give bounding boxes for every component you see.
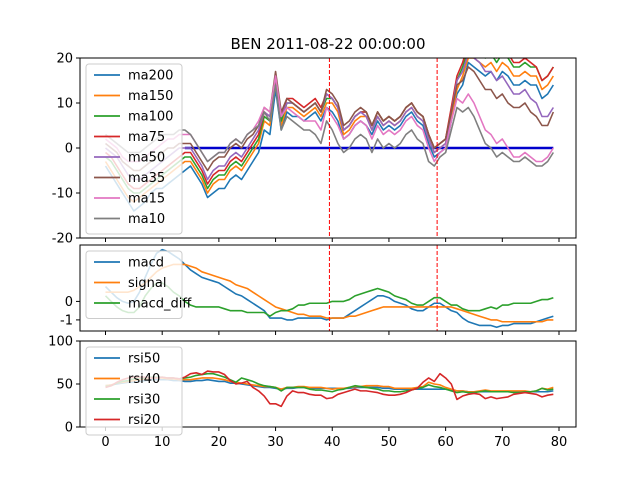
x-tick-label: 60 xyxy=(437,435,454,450)
x-tick-label: 80 xyxy=(551,435,568,450)
x-tick-label: 0 xyxy=(101,435,109,450)
y-tick-label: 0 xyxy=(65,295,73,310)
legend-label: rsi20 xyxy=(128,413,160,428)
legend-label: macd_diff xyxy=(128,297,192,312)
legend-label: ma15 xyxy=(128,192,165,207)
legend-moving-averages: ma200 ma150 ma100 ma75 ma50 ma35 ma15 ma10 xyxy=(85,63,183,235)
legend-label: ma50 xyxy=(128,151,165,166)
y-tick-label: 0 xyxy=(65,421,73,436)
legend-label: rsi40 xyxy=(128,372,160,387)
legend-box xyxy=(85,346,183,436)
y-tick-label: 100 xyxy=(48,335,73,350)
legend-label: ma150 xyxy=(128,89,173,104)
y-tick-label: 10 xyxy=(56,97,73,112)
legend-label: ma10 xyxy=(128,212,165,227)
panel-2-frame xyxy=(79,244,577,332)
y-tick-label: -10 xyxy=(52,187,73,202)
y-tick-label: 0 xyxy=(65,142,73,157)
legend-label: macd xyxy=(128,256,164,271)
x-tick-label: 10 xyxy=(154,435,171,450)
legend-label: signal xyxy=(128,276,166,291)
legend-label: ma200 xyxy=(128,69,173,84)
legend-label: ma35 xyxy=(128,171,165,186)
panel-macd: -1 0 macd signal macd_diff xyxy=(60,244,577,335)
legend-label: rsi30 xyxy=(128,393,160,408)
chart-title: BEN 2011-08-22 00:00:00 xyxy=(230,35,425,53)
y-tick-label: 50 xyxy=(56,378,73,393)
legend-label: ma75 xyxy=(128,130,165,145)
x-tick-label: 40 xyxy=(324,435,341,450)
y-tick-label: -1 xyxy=(60,313,73,328)
x-tick-label: 30 xyxy=(267,435,284,450)
legend-label: ma100 xyxy=(128,110,173,125)
x-tick-label: 50 xyxy=(381,435,398,450)
legend-label: rsi50 xyxy=(128,352,160,367)
x-tick-label: 20 xyxy=(211,435,228,450)
legend-box xyxy=(85,250,183,319)
y-tick-label: 20 xyxy=(56,52,73,67)
legend-macd: macd signal macd_diff xyxy=(85,250,192,319)
legend-box xyxy=(85,63,183,235)
legend-rsi: rsi50 rsi40 rsi30 rsi20 xyxy=(85,346,183,436)
y-tick-label: -20 xyxy=(52,232,73,247)
x-tick-label: 70 xyxy=(494,435,511,450)
